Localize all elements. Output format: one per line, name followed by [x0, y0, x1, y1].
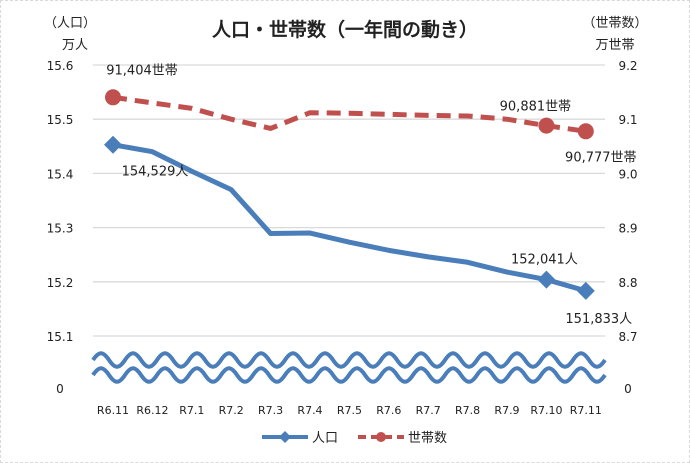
- x-tick-label: R7.6: [376, 404, 401, 417]
- left-tick-label: 15.6: [47, 59, 74, 73]
- right-tick-label: 8.9: [618, 222, 637, 236]
- left-tick-label: 15.1: [47, 330, 74, 344]
- right-tick-label: 8.8: [618, 276, 637, 290]
- x-tick-label: R7.3: [258, 404, 283, 417]
- right-tick-label: 9.1: [618, 113, 637, 127]
- legend-label: 世帯数: [408, 431, 447, 446]
- x-tick-label: R7.2: [219, 404, 244, 417]
- right-tick-label: 8.7: [618, 330, 637, 344]
- x-tick-label: R7.8: [455, 404, 480, 417]
- axis-break-wave: [91, 351, 607, 369]
- population-data-label: 152,041人: [511, 253, 578, 268]
- x-tick-label: R6.11: [97, 404, 129, 417]
- x-tick-label: R7.4: [297, 404, 322, 417]
- right-axis-label-2: 万世帯: [595, 38, 634, 53]
- chart-title: 人口・世帯数（一年間の動き）: [212, 18, 478, 41]
- population-line: [112, 142, 587, 294]
- x-tick-label: R7.9: [494, 404, 519, 417]
- x-tick-label: R7.10: [530, 404, 562, 417]
- left-tick-label: 15.5: [47, 113, 74, 127]
- axis-break-wave: [91, 366, 607, 384]
- population-marker: [104, 135, 122, 154]
- population-marker: [537, 270, 556, 289]
- x-tick-label: R7.7: [416, 404, 441, 417]
- household-marker: [105, 89, 121, 106]
- household-line: [112, 94, 587, 134]
- household-data-label: 90,881世帯: [500, 100, 572, 115]
- population-data-label: 154,529人: [122, 165, 189, 180]
- legend-label: 人口: [312, 431, 338, 446]
- left-axis-label-1: （人口）: [44, 16, 96, 31]
- right-tick-label: 9.0: [618, 167, 637, 181]
- population-data-label: 151,833人: [565, 312, 632, 327]
- left-tick-label: 15.2: [47, 276, 74, 290]
- right-tick-label: 9.2: [618, 59, 637, 73]
- legend-marker: [376, 432, 386, 442]
- household-marker: [577, 123, 594, 140]
- right-tick-label: 0: [624, 382, 632, 396]
- household-data-label: 91,404世帯: [106, 63, 178, 78]
- right-axis-label-1: （世帯数）: [582, 16, 647, 31]
- population-marker: [576, 281, 595, 300]
- legend-marker: [279, 431, 291, 443]
- x-tick-label: R6.12: [136, 404, 168, 417]
- x-tick-label: R7.1: [179, 404, 204, 417]
- household-data-label: 90,777世帯: [565, 150, 637, 165]
- x-tick-label: R7.5: [337, 404, 362, 417]
- left-tick-label: 0: [56, 382, 64, 396]
- x-tick-label: R7.11: [570, 404, 602, 417]
- left-axis-label-2: 万人: [62, 38, 88, 53]
- left-tick-label: 15.4: [47, 167, 74, 181]
- left-tick-label: 15.3: [47, 222, 74, 236]
- household-marker: [538, 117, 555, 134]
